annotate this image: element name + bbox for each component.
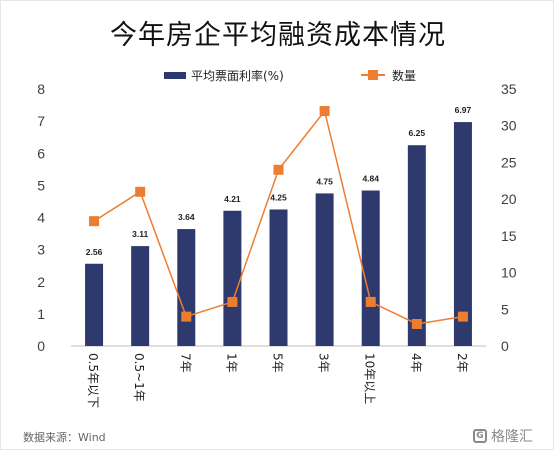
y-right-tick-label: 15 — [501, 228, 517, 244]
bar — [131, 246, 150, 346]
bar-data-label: 4.25 — [270, 192, 287, 202]
line-point-marker — [227, 296, 238, 307]
y-right-tick-label: 10 — [501, 265, 517, 281]
category-label: 7年 — [178, 353, 192, 373]
line-point-marker — [181, 311, 192, 322]
legend-line-marker — [368, 70, 378, 80]
bar — [223, 210, 242, 346]
y-left-tick-label: 2 — [37, 274, 45, 290]
bar-data-label: 4.75 — [316, 176, 333, 186]
line-point-marker — [365, 296, 376, 307]
bar — [453, 122, 472, 347]
category-label: 5年 — [271, 353, 285, 373]
bar-data-label: 2.56 — [86, 247, 103, 257]
bar — [269, 209, 288, 346]
y-right-tick-label: 20 — [501, 191, 517, 207]
y-right-tick-label: 30 — [501, 118, 517, 134]
legend-bar-label: 平均票面利率(%) — [191, 68, 284, 83]
line-point-marker — [319, 106, 330, 117]
category-label: 0.5年以下 — [86, 353, 100, 408]
bar — [315, 193, 334, 346]
bar — [177, 229, 196, 346]
y-left-tick-label: 1 — [37, 306, 45, 322]
y-left-tick-label: 7 — [37, 113, 45, 129]
category-label: 0.5~1年 — [132, 353, 146, 402]
bar-data-label: 4.84 — [362, 174, 379, 184]
category-label: 3年 — [317, 353, 331, 373]
watermark: G 格隆汇 — [473, 426, 533, 446]
line-point-marker — [457, 311, 468, 322]
legend-bar-swatch — [164, 72, 186, 79]
watermark-text: 格隆汇 — [491, 429, 533, 445]
category-label: 4年 — [409, 353, 423, 373]
bar — [361, 190, 380, 346]
bar-data-label: 3.11 — [132, 229, 148, 239]
category-label: 10年以上 — [363, 353, 377, 404]
bar-data-label: 4.21 — [224, 194, 241, 204]
y-left-tick-label: 0 — [37, 338, 45, 354]
bar — [85, 263, 104, 346]
bar-data-label: 3.64 — [178, 212, 195, 222]
bar-data-label: 6.97 — [455, 105, 472, 115]
y-left-tick-label: 4 — [37, 210, 45, 226]
category-label: 1年 — [224, 353, 238, 373]
y-left-tick-label: 8 — [37, 81, 45, 97]
legend-line-label: 数量 — [392, 68, 416, 83]
line-point-marker — [411, 318, 422, 329]
chart-title: 今年房企平均融资成本情况 — [110, 20, 446, 51]
y-right-tick-label: 0 — [501, 338, 509, 354]
line-point-marker — [135, 186, 146, 197]
y-right-tick-label: 5 — [501, 301, 509, 317]
y-left-tick-label: 6 — [37, 145, 45, 161]
line-point-marker — [273, 164, 284, 175]
y-left-tick-label: 3 — [37, 242, 45, 258]
bar-data-label: 6.25 — [409, 128, 426, 138]
watermark-logo-icon: G — [473, 429, 487, 443]
y-right-tick-label: 25 — [501, 154, 517, 170]
category-label: 2年 — [455, 353, 469, 373]
y-left-tick-label: 5 — [37, 177, 45, 193]
y-right-tick-label: 35 — [501, 81, 517, 97]
line-point-marker — [89, 216, 100, 227]
source-note: 数据来源：Wind — [23, 431, 106, 444]
bar — [407, 145, 426, 346]
